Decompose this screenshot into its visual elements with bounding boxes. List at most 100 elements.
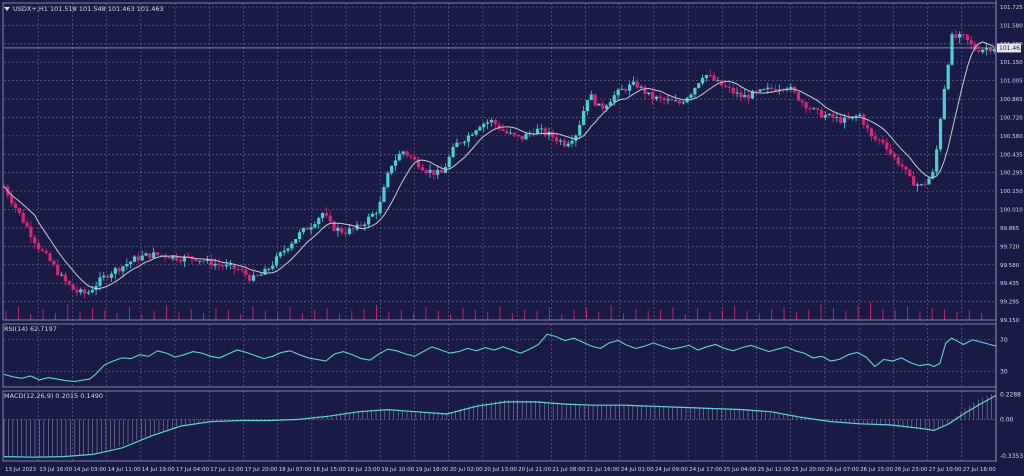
- candle-body: [938, 119, 943, 150]
- candle-body: [129, 261, 133, 265]
- candle-body: [558, 140, 563, 142]
- candle-body: [178, 260, 183, 262]
- time-axis-tick-label: 25 Jul 12:00: [758, 467, 791, 473]
- time-axis-tick-label: 14 Jul 03:00: [73, 467, 106, 473]
- candle-body: [83, 289, 87, 294]
- candle-body: [63, 274, 68, 282]
- time-axis: 13 Jul 2023 13 Jul 16:00 14 Jul 03:00 14 Ju…: [5, 467, 996, 473]
- candle-body: [198, 260, 202, 262]
- candle-body: [309, 227, 313, 230]
- candle-body: [44, 250, 48, 254]
- time-axis-tick-label: 20 Jul 02:00: [450, 467, 483, 473]
- time-axis-tick-label: 13 Jul 2023: [5, 467, 37, 473]
- rsi-pane[interactable]: RSI(14) 62.7197 70 30: [3, 324, 1008, 387]
- candle-body: [186, 256, 190, 258]
- candle-body: [624, 89, 628, 91]
- candle-body: [244, 269, 248, 275]
- candle-body: [758, 89, 762, 92]
- candle-body: [301, 227, 305, 233]
- candle-body: [766, 87, 770, 90]
- candle-body: [631, 81, 636, 85]
- time-axis-tick-label: 17 Jul 04:00: [176, 467, 209, 473]
- candle-body: [639, 86, 643, 88]
- candle-body: [290, 243, 294, 249]
- candle-body: [347, 228, 352, 234]
- candle-body: [428, 169, 432, 173]
- price-y-tick-label: 99.435: [1000, 281, 1020, 287]
- price-y-tick-label: 99.865: [1000, 226, 1020, 232]
- candle-body: [919, 184, 923, 186]
- candle-body: [56, 264, 60, 275]
- candle-body: [812, 108, 816, 110]
- price-pane[interactable]: USDX+,H1 101.518 101.548 101.463 101.463…: [2, 3, 1024, 324]
- time-axis-tick-label: 19 Jul 18:00: [415, 467, 448, 473]
- candle-body: [236, 268, 240, 270]
- candle-body: [263, 268, 267, 275]
- candle-body: [59, 274, 64, 276]
- triangle-down-icon[interactable]: [4, 7, 10, 11]
- macd-signal-line: [3, 394, 997, 458]
- rsi-grid: [4, 324, 997, 387]
- pane-frames: [2, 0, 997, 462]
- candle-body: [532, 132, 536, 134]
- candle-body: [512, 132, 517, 135]
- candle-body: [892, 153, 897, 158]
- current-price-tag-box: [997, 43, 1021, 53]
- candle-body: [608, 101, 613, 106]
- candle-body: [693, 87, 697, 95]
- time-axis-tick-label: 26 Jul 07:00: [826, 467, 859, 473]
- time-axis-tick-label: 20 Jul 13:00: [484, 467, 517, 473]
- macd-pane[interactable]: MACD(12,26,9) 0.2015 0.1490 0.2288 0.00 …: [3, 391, 1023, 461]
- candle-body: [681, 102, 685, 104]
- candle-body: [439, 170, 444, 173]
- candle-body: [908, 169, 912, 177]
- candle-body: [48, 253, 52, 262]
- candle-body: [915, 184, 920, 186]
- candle-body: [942, 88, 946, 120]
- candle-body: [171, 255, 175, 259]
- time-axis-tick-label: 18 Jul 15:00: [313, 467, 346, 473]
- candle-body: [113, 268, 117, 274]
- candle-body: [271, 265, 275, 269]
- candle-body: [831, 113, 835, 118]
- candle-body: [739, 92, 743, 98]
- time-axis-tick-label: 20 Jul 21:00: [518, 467, 551, 473]
- current-price-tag-text: 101.463: [999, 45, 1024, 52]
- candle-body: [305, 227, 309, 230]
- rsi-line: [3, 333, 997, 383]
- candle-body: [777, 89, 781, 91]
- candle-body: [86, 292, 91, 294]
- candle-body: [762, 89, 766, 91]
- candle-body: [877, 139, 881, 141]
- time-axis-tick-label: 26 Jul 15:00: [860, 467, 893, 473]
- time-axis-tick-label: 27 Jul 18:00: [963, 467, 996, 473]
- candle-body: [144, 253, 148, 256]
- candle-body: [274, 256, 279, 266]
- candle-body: [121, 266, 125, 272]
- candle-body: [873, 136, 877, 140]
- time-axis-tick-label: 18 Jul 23:00: [347, 467, 380, 473]
- time-axis-tick-label: 13 Jul 16:00: [39, 467, 72, 473]
- price-grid: [4, 3, 997, 321]
- candle-body: [539, 128, 543, 130]
- candle-body: [931, 171, 935, 179]
- candle-body: [420, 167, 424, 171]
- candle-body: [827, 113, 831, 116]
- candle-body: [466, 135, 471, 142]
- candle-body: [13, 203, 18, 209]
- time-axis-tick-label: 24 Jul 09:00: [655, 467, 688, 473]
- symbol-header: USDX+,H1 101.518 101.548 101.463 101.463: [4, 5, 164, 13]
- candle-body: [259, 274, 263, 276]
- candle-body: [555, 137, 559, 142]
- candle-body: [221, 265, 225, 267]
- candle-body: [662, 98, 666, 100]
- candle-body: [612, 95, 616, 102]
- candle-body: [98, 277, 102, 286]
- candle-body: [562, 140, 566, 147]
- candle-body: [40, 249, 44, 251]
- candle-body: [904, 166, 908, 170]
- candle-body: [889, 149, 893, 154]
- candle-body: [36, 243, 41, 250]
- candle-body: [90, 290, 94, 293]
- time-axis-tick-label: 14 Jul 19:00: [142, 467, 175, 473]
